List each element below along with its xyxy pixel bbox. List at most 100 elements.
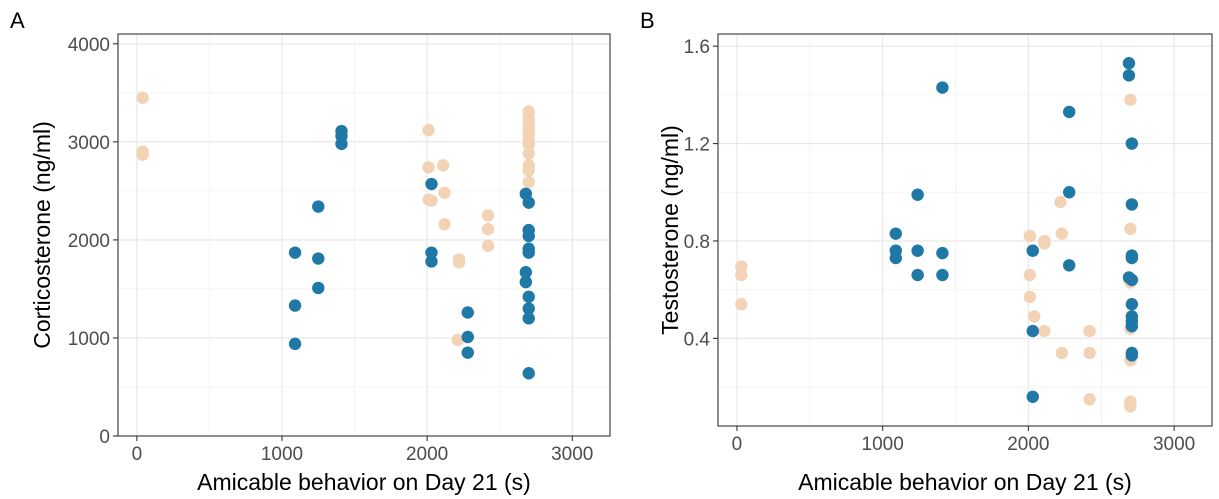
data-point	[425, 177, 438, 191]
data-point	[889, 251, 902, 265]
plot-frame	[117, 33, 611, 437]
data-point	[1062, 105, 1076, 119]
data-point	[288, 299, 302, 312]
data-point	[519, 266, 533, 279]
data-point	[1125, 319, 1139, 333]
data-point	[519, 275, 533, 289]
data-point	[1124, 222, 1137, 235]
x-tick-label: 2000	[1007, 434, 1049, 455]
data-point	[522, 312, 535, 325]
data-point	[288, 246, 302, 259]
data-point	[136, 91, 149, 104]
data-point	[522, 367, 535, 380]
data-point	[1083, 324, 1096, 338]
data-point	[735, 260, 748, 273]
data-point	[1124, 400, 1137, 413]
data-point	[1124, 93, 1137, 106]
x-axis-title: Amicable behavior on Day 21 (s)	[798, 469, 1132, 495]
data-point	[735, 268, 748, 282]
data-point	[1038, 237, 1051, 250]
data-point	[936, 268, 949, 282]
panel-b: B 0 1000 2000 3000 0.4 0.8 1.2 1.6 Amicable behav…	[640, 8, 1213, 495]
y-tick-label: 3000	[68, 133, 110, 154]
data-point	[451, 333, 464, 347]
y-tick-label: 0.8	[684, 232, 710, 253]
data-point	[1038, 324, 1051, 338]
data-point	[522, 175, 535, 189]
y-axis-title: Corticosterone (ng/ml)	[29, 121, 55, 349]
data-point	[522, 164, 535, 177]
y-tick-label: 1000	[68, 329, 110, 350]
data-point	[461, 330, 474, 344]
data-point	[425, 255, 438, 268]
data-point	[522, 196, 535, 209]
y-tick-label: 1.2	[684, 135, 710, 156]
data-point	[522, 290, 535, 303]
data-point	[1083, 346, 1096, 360]
data-point	[1026, 324, 1039, 338]
data-point	[312, 281, 325, 295]
data-point	[438, 218, 451, 231]
data-point	[1125, 198, 1139, 211]
data-point	[422, 161, 435, 174]
data-point	[1023, 268, 1037, 282]
data-point	[911, 244, 924, 257]
data-point	[1054, 195, 1067, 209]
y-tick-label: 2000	[68, 231, 110, 252]
data-point	[936, 246, 949, 260]
data-point	[522, 147, 535, 160]
data-point	[911, 188, 924, 201]
y-tick-label: 0.4	[684, 329, 711, 350]
data-point	[1023, 229, 1037, 243]
data-point	[522, 138, 535, 151]
data-point	[1125, 349, 1139, 362]
data-point	[1055, 227, 1069, 240]
data-point	[1125, 137, 1139, 150]
y-tick-label: 4000	[68, 35, 110, 56]
data-point	[1062, 259, 1076, 272]
data-point	[889, 227, 902, 240]
data-point	[438, 186, 451, 200]
data-point	[1125, 251, 1139, 265]
data-point	[425, 194, 438, 207]
data-point	[735, 298, 748, 311]
data-point	[312, 200, 325, 213]
data-point	[335, 137, 348, 151]
data-point	[481, 239, 495, 252]
data-point	[1023, 290, 1037, 304]
data-point	[1062, 186, 1076, 199]
data-point	[461, 346, 474, 359]
x-tick-label: 1000	[862, 434, 904, 455]
data-point	[136, 148, 149, 161]
data-point	[936, 81, 949, 94]
data-point	[1083, 393, 1096, 406]
x-axis-title: Amicable behavior on Day 21 (s)	[197, 469, 531, 495]
data-point	[522, 229, 535, 243]
data-point	[1026, 244, 1039, 257]
data-point	[522, 302, 535, 315]
x-tick-label: 2000	[406, 444, 448, 465]
data-point	[1028, 310, 1041, 323]
x-tick-label: 0	[132, 444, 143, 465]
data-point	[452, 256, 466, 269]
data-point	[461, 306, 474, 319]
data-point	[522, 246, 535, 259]
panel-label: B	[640, 8, 655, 33]
data-point	[425, 246, 438, 259]
data-point	[436, 159, 450, 172]
data-point	[422, 123, 435, 137]
plot-frame	[717, 33, 1213, 427]
x-tick-label: 3000	[1153, 434, 1195, 455]
data-point	[481, 222, 495, 236]
panel-label: A	[10, 8, 25, 33]
x-tick-label: 1000	[261, 444, 303, 465]
y-axis-title: Testosterone (ng/ml)	[657, 125, 683, 335]
data-point	[288, 337, 302, 351]
data-point	[312, 252, 325, 265]
data-point	[1055, 346, 1069, 360]
x-tick-label: 3000	[551, 444, 593, 465]
data-point	[1125, 298, 1139, 311]
data-point	[1122, 57, 1136, 70]
y-tick-label: 0	[99, 427, 110, 448]
